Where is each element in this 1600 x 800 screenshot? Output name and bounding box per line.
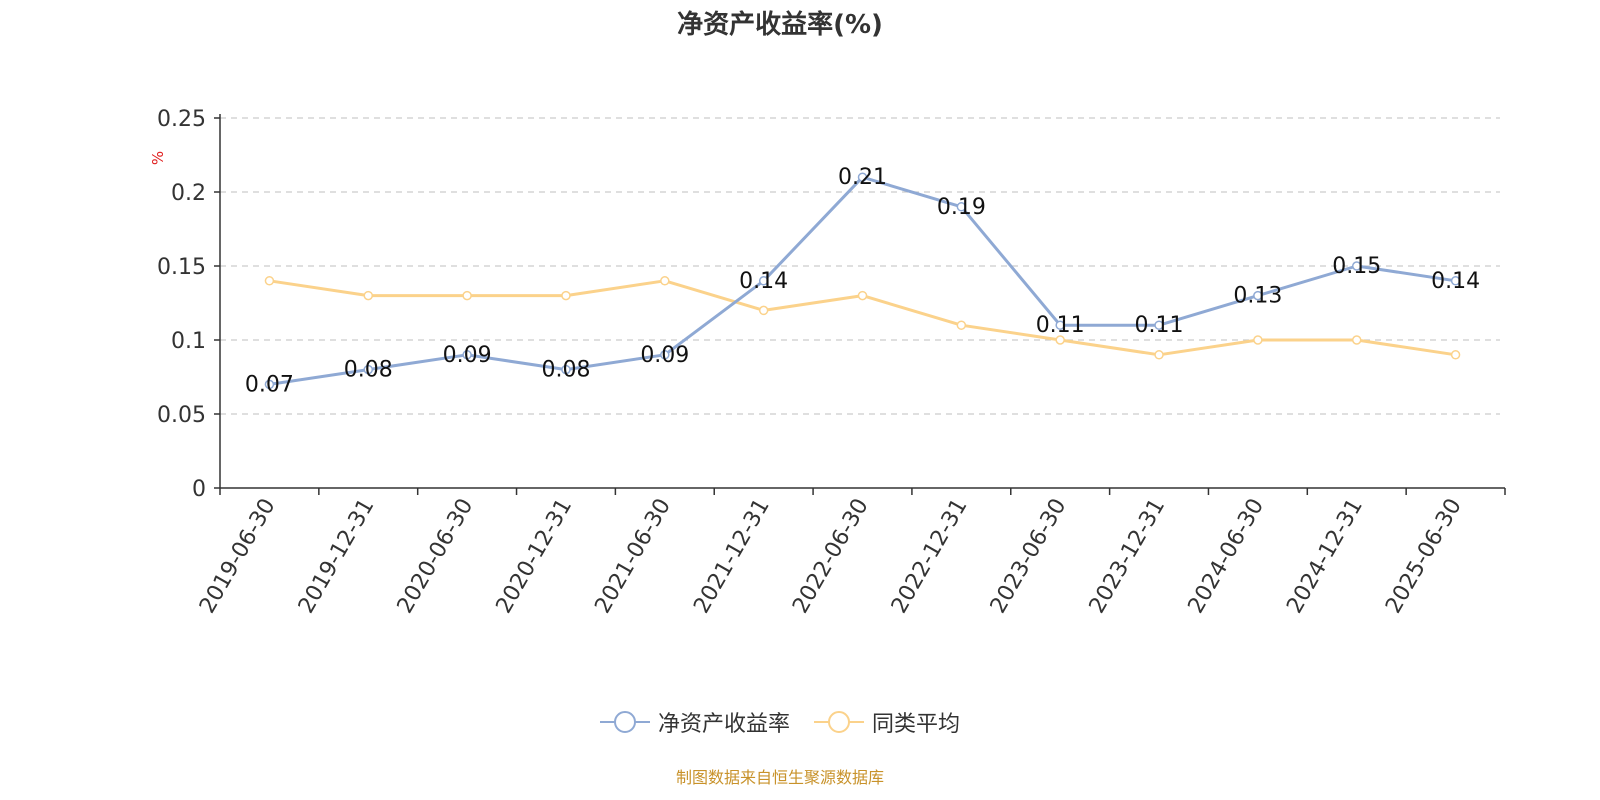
x-tick-label: 2024-12-31: [1282, 495, 1368, 618]
series-1-point: [363, 364, 374, 375]
series-2-point: [1055, 335, 1065, 345]
x-tick-label: 2019-06-30: [195, 495, 281, 618]
series-2-point: [1450, 350, 1461, 360]
y-tick-label: 0.05: [157, 403, 206, 428]
data-label: 0.21: [838, 165, 887, 190]
series-1-point: [1253, 290, 1263, 301]
data-label: 0.19: [937, 195, 986, 220]
series-2-point: [758, 305, 769, 316]
series-1-point: [1055, 320, 1065, 330]
series-1-point: [956, 202, 967, 212]
series-2-point: [1154, 350, 1164, 360]
series-2-point: [1351, 335, 1362, 345]
legend-symbol-series-2: [814, 711, 864, 733]
series-2-point: [857, 290, 868, 301]
x-tick-label: 2024-06-30: [1184, 495, 1270, 618]
source-note: 制图数据来自恒生聚源数据库: [675, 768, 884, 787]
data-label: 0.09: [640, 343, 689, 368]
data-label: 0.07: [245, 372, 294, 397]
y-tick-label: 0.2: [171, 181, 206, 206]
y-tick-label: 0.1: [171, 329, 206, 354]
data-label: 0.15: [1332, 254, 1381, 279]
series-1-point: [1351, 261, 1362, 271]
chart-title: 净资产收益率(%): [677, 10, 883, 40]
series-2-point: [1253, 335, 1263, 345]
legend-label-series-2: 同类平均: [872, 712, 961, 737]
y-tick-label: 0: [192, 477, 206, 502]
data-label: 0.09: [443, 343, 492, 368]
data-label: 0.08: [541, 358, 590, 383]
x-tick-label: 2023-12-31: [1085, 495, 1171, 618]
series-2-point: [264, 276, 275, 286]
series-2-point: [561, 290, 571, 301]
data-label: 0.14: [1431, 269, 1480, 294]
x-tick-label: 2025-06-30: [1381, 495, 1467, 618]
x-tick-label: 2020-12-31: [492, 495, 578, 618]
x-tick-label: 2022-12-31: [887, 495, 973, 618]
y-axis-unit-label: %: [149, 151, 167, 165]
series-2-point: [660, 276, 670, 286]
legend-symbol-series-1: [599, 711, 650, 733]
series-1-point: [1154, 320, 1164, 330]
series-1-point: [758, 276, 769, 286]
series-1-point: [1450, 276, 1461, 286]
y-tick-label: 0.25: [157, 107, 206, 132]
series-1-point: [660, 350, 670, 360]
series-1-point: [462, 350, 472, 360]
legend: 净资产收益率 同类平均: [0, 706, 1560, 738]
data-label: 0.08: [344, 358, 393, 383]
x-tick-label: 2020-06-30: [393, 495, 479, 618]
legend-item-series-1[interactable]: 净资产收益率: [599, 706, 790, 738]
series-1-point: [857, 172, 868, 182]
x-tick-label: 2023-06-30: [986, 495, 1072, 618]
x-tick-label: 2021-06-30: [590, 495, 676, 618]
series-1-point: [264, 379, 275, 390]
y-tick-label: 0.15: [157, 255, 206, 280]
series-1-point: [561, 364, 571, 375]
data-label: 0.14: [739, 269, 788, 294]
legend-item-series-2[interactable]: 同类平均: [814, 706, 960, 738]
data-label: 0.11: [1036, 313, 1085, 338]
data-label: 0.11: [1135, 313, 1184, 338]
x-tick-label: 2019-12-31: [294, 495, 380, 618]
series-2-point: [363, 290, 374, 301]
data-label: 0.13: [1233, 284, 1282, 309]
series-2-point: [462, 290, 472, 301]
x-tick-label: 2022-06-30: [788, 495, 874, 618]
x-tick-label: 2021-12-31: [689, 495, 775, 618]
legend-label-series-1: 净资产收益率: [657, 712, 790, 737]
series-2-point: [956, 320, 967, 330]
